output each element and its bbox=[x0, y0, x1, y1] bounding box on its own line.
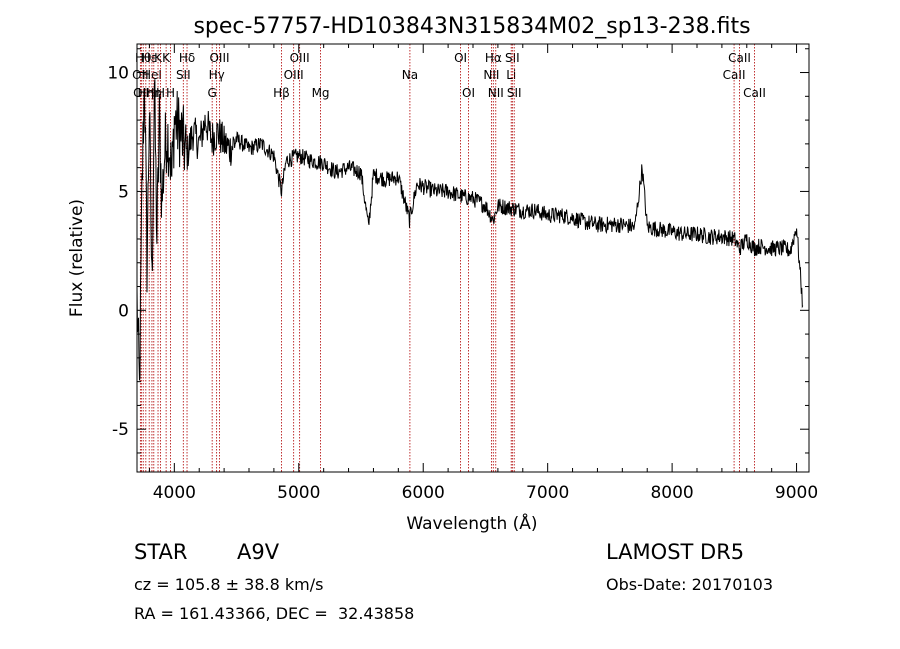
line-label-4: Hε bbox=[141, 51, 157, 65]
line-label-30: CaII bbox=[728, 51, 751, 65]
x-tick-label: 8000 bbox=[650, 483, 693, 503]
y-axis: -5 0 5 10 bbox=[107, 48, 809, 454]
plot-frame bbox=[136, 43, 810, 473]
line-label-13: G bbox=[208, 86, 217, 100]
x-axis-label: Wavelength (Å) bbox=[406, 512, 537, 534]
survey-label: LAMOST DR5 bbox=[606, 540, 745, 564]
x-axis: 4000 5000 6000 7000 8000 9000 bbox=[148, 44, 818, 503]
line-label-9: K bbox=[162, 51, 171, 65]
line-label-3: Hη bbox=[138, 86, 155, 100]
line-label-29: CaII bbox=[723, 68, 746, 82]
line-label-19: Mg bbox=[312, 86, 330, 100]
y-axis-label: Flux (relative) bbox=[67, 199, 87, 317]
line-label-0: OII bbox=[132, 68, 149, 82]
line-label-11: SII bbox=[176, 68, 191, 82]
x-tick-label: 7000 bbox=[526, 483, 569, 503]
x-tick-label: 6000 bbox=[402, 483, 445, 503]
spectrum-chart: spec-57757-HD103843N315834M02_sp13-238.f… bbox=[67, 14, 818, 534]
line-label-12: Hδ bbox=[179, 51, 195, 65]
line-label-2: Hθ bbox=[135, 51, 151, 65]
line-label-20: Na bbox=[402, 68, 418, 82]
line-label-23: NII bbox=[483, 68, 499, 82]
chart-title: spec-57757-HD103843N315834M02_sp13-238.f… bbox=[193, 14, 750, 39]
y-tick-label: 0 bbox=[118, 301, 129, 321]
object-class: STAR bbox=[134, 540, 188, 564]
line-label-17: OIII bbox=[284, 68, 304, 82]
x-tick-label: 9000 bbox=[775, 483, 818, 503]
line-label-8: H bbox=[156, 86, 165, 100]
spectrum-series bbox=[136, 79, 804, 381]
line-label-27: SII bbox=[505, 51, 520, 65]
obs-date: Obs-Date: 20170103 bbox=[606, 575, 774, 594]
line-label-15: OIII bbox=[209, 51, 229, 65]
line-label-26: Li bbox=[506, 68, 516, 82]
line-label-14: Hγ bbox=[209, 68, 225, 82]
line-label-18: OIII bbox=[290, 51, 310, 65]
y-tick-label: 10 bbox=[107, 64, 129, 84]
line-label-24: Hα bbox=[485, 51, 502, 65]
redshift-readout: cz = 105.8 ± 38.8 km/s bbox=[134, 575, 324, 594]
x-tick-label: 5000 bbox=[277, 483, 320, 503]
x-tick-label: 4000 bbox=[153, 483, 196, 503]
line-label-22: OI bbox=[462, 86, 475, 100]
spectral-subclass: A9V bbox=[237, 540, 280, 564]
line-label-5: HeI bbox=[142, 68, 162, 82]
line-label-21: OI bbox=[454, 51, 467, 65]
coordinates: RA = 161.43366, DEC = 32.43858 bbox=[134, 604, 415, 623]
line-label-28: SII bbox=[507, 86, 522, 100]
y-tick-label: -5 bbox=[112, 420, 129, 440]
line-label-31: CaII bbox=[743, 86, 766, 100]
line-label-16: Hβ bbox=[273, 86, 290, 100]
line-label-25: NII bbox=[488, 86, 504, 100]
line-label-7: K bbox=[154, 51, 163, 65]
line-label-10: H bbox=[166, 86, 175, 100]
y-tick-label: 5 bbox=[118, 182, 129, 202]
spectral-line-markers: OIIOIIHθHηHεHeIHηKHKHSIIHδGHγOIIIHβOIIIO… bbox=[132, 44, 766, 472]
spectrum-line bbox=[136, 79, 804, 381]
